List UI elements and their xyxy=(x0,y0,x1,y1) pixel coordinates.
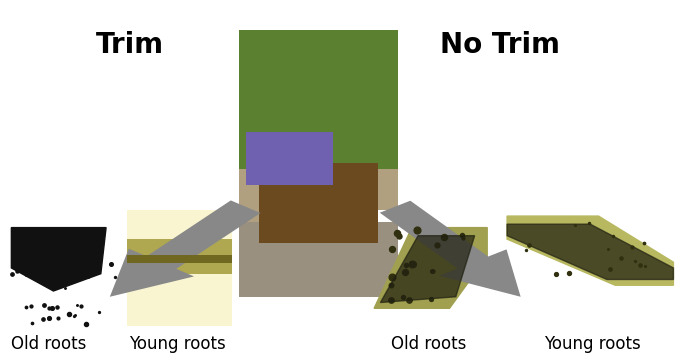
Polygon shape xyxy=(380,236,475,302)
Bar xyxy=(127,255,232,263)
Bar xyxy=(239,222,399,297)
Bar xyxy=(246,131,334,185)
Bar xyxy=(507,210,673,326)
Bar xyxy=(239,30,399,297)
Polygon shape xyxy=(374,228,487,308)
Polygon shape xyxy=(507,216,673,285)
Text: Old roots: Old roots xyxy=(11,335,86,352)
Text: Old roots: Old roots xyxy=(391,335,466,352)
Bar xyxy=(127,210,232,326)
Bar xyxy=(259,163,378,244)
Text: Young roots: Young roots xyxy=(129,335,226,352)
Bar xyxy=(12,210,116,326)
Text: Trim: Trim xyxy=(96,30,164,58)
Text: No Trim: No Trim xyxy=(440,30,560,58)
Bar xyxy=(127,239,232,274)
Polygon shape xyxy=(110,200,260,297)
Polygon shape xyxy=(507,224,673,280)
Text: Young roots: Young roots xyxy=(544,335,640,352)
Polygon shape xyxy=(12,228,106,291)
Bar xyxy=(368,210,493,326)
Polygon shape xyxy=(379,201,521,297)
Bar xyxy=(239,30,399,169)
